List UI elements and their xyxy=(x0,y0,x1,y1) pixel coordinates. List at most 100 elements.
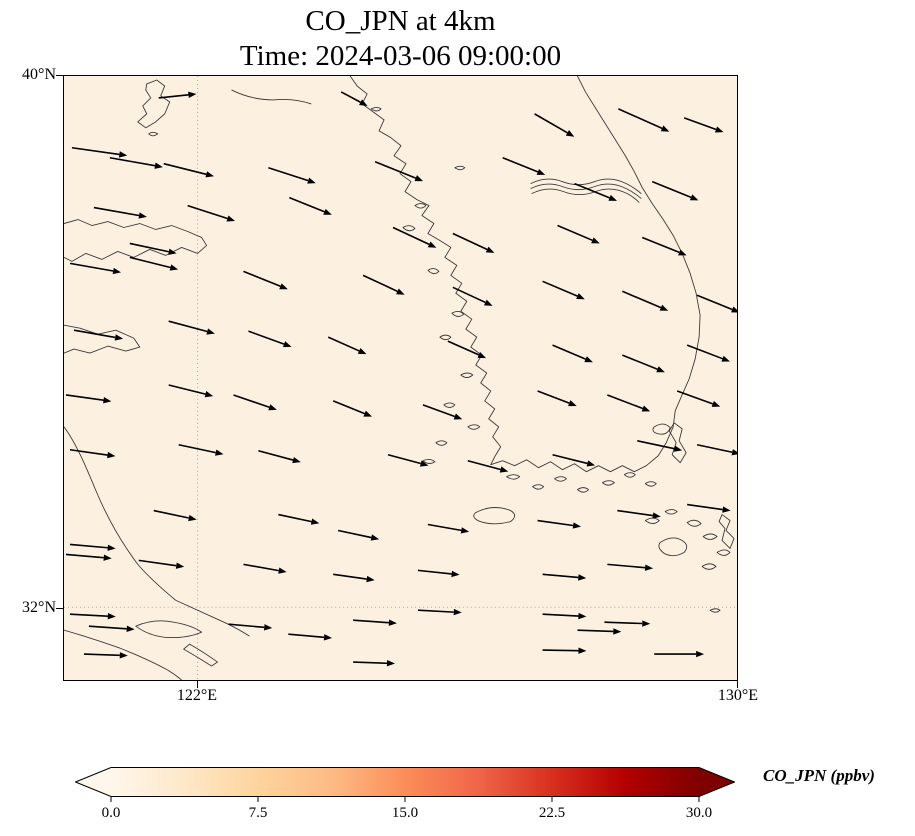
wind-arrow-shaft xyxy=(577,629,614,633)
wind-arrow-shaft xyxy=(340,91,361,103)
x-tick-label-122e: 122°E xyxy=(176,687,218,704)
wind-arrow-head xyxy=(591,237,600,244)
coastline-path xyxy=(554,476,567,482)
gridlines xyxy=(64,76,737,680)
wind-arrow-shaft xyxy=(333,573,367,580)
wind-arrow-head xyxy=(578,612,587,620)
wind-arrow-shaft xyxy=(69,613,108,617)
wind-arrow-head xyxy=(154,162,163,169)
wind-arrow-head xyxy=(169,264,179,271)
wind-arrow-head xyxy=(568,400,577,407)
coastline-path xyxy=(668,422,687,464)
wind-arrow-shaft xyxy=(537,390,570,404)
wind-arrow-head xyxy=(453,413,463,420)
wind-arrow-head xyxy=(103,554,112,561)
wind-arrow-shaft xyxy=(607,563,646,569)
wind-arrow-head xyxy=(310,518,320,525)
wind-arrow-shaft xyxy=(71,146,120,156)
coastline-path xyxy=(231,89,312,105)
wind-arrow-head xyxy=(118,151,128,158)
y-tick-mark-40n xyxy=(56,75,63,76)
wind-arrow-shaft xyxy=(288,633,325,639)
colorbar-tick-label: 15.0 xyxy=(392,805,418,821)
wind-arrow-head xyxy=(279,283,288,290)
y-tick-label-32n: 32°N xyxy=(22,599,56,616)
wind-arrow-head xyxy=(292,456,301,464)
coastline-path xyxy=(531,188,640,203)
y-tick-mark-32n xyxy=(56,608,63,609)
wind-arrow-head xyxy=(370,534,380,541)
coastline-path xyxy=(702,533,718,540)
wind-arrow-shaft xyxy=(129,256,171,269)
wind-arrow-shaft xyxy=(158,94,189,99)
wind-arrow-head xyxy=(484,299,493,306)
wind-arrow-head xyxy=(414,175,424,182)
wind-arrow-head xyxy=(175,562,185,569)
wind-arrow-shaft xyxy=(502,156,539,173)
wind-arrow-shaft xyxy=(338,529,372,539)
wind-arrow-shaft xyxy=(258,449,294,461)
wind-arrow-shaft xyxy=(69,448,108,456)
wind-arrow-head xyxy=(613,628,622,635)
wind-arrow-head xyxy=(660,125,670,132)
wind-arrow-head xyxy=(107,451,116,459)
wind-arrow-shaft xyxy=(622,290,662,309)
wind-arrow-shaft xyxy=(651,180,692,199)
wind-arrow-shaft xyxy=(268,166,309,182)
coastline-path xyxy=(718,514,735,549)
wind-arrow-shaft xyxy=(109,156,156,167)
coastline-path xyxy=(530,183,642,199)
wind-arrow-shaft xyxy=(617,509,654,517)
coastline-path xyxy=(439,334,452,341)
wind-arrow-head xyxy=(103,397,112,404)
coastline-path xyxy=(443,402,456,408)
chart-title-block: CO_JPN at 4km Time: 2024-03-06 09:00:00 xyxy=(63,4,738,74)
wind-arrow-head xyxy=(357,348,367,355)
wind-arrow-shaft xyxy=(542,280,578,297)
wind-arrow-head xyxy=(114,334,124,341)
coastline-path xyxy=(64,629,182,680)
colorbar-svg: 0.0 7.5 15.0 22.5 30.0 xyxy=(74,767,736,821)
wind-arrow-shaft xyxy=(327,336,360,352)
wind-arrow-head xyxy=(396,288,405,295)
wind-arrow-head xyxy=(689,194,699,201)
wind-arrow-shaft xyxy=(168,320,208,333)
coastline-path xyxy=(183,643,218,667)
coastline-path xyxy=(402,225,416,232)
wind-arrow-shaft xyxy=(278,513,312,523)
colorbar-label: CO_JPN (ppbv) xyxy=(763,766,875,785)
colorbar-tick-label: 0.0 xyxy=(102,805,121,821)
wind-arrow-head xyxy=(578,647,587,654)
wind-arrow-shaft xyxy=(417,569,452,575)
coastline-path xyxy=(506,474,521,480)
wind-arrow-head xyxy=(451,570,460,578)
coastline-path xyxy=(644,517,660,524)
coastline-path xyxy=(652,423,671,435)
coastline-path xyxy=(349,76,701,473)
wind-arrow-shaft xyxy=(683,117,717,131)
coastline-path xyxy=(701,563,717,570)
wind-arrow-shaft xyxy=(353,619,390,624)
coastline-path xyxy=(460,372,474,378)
wind-arrow-shaft xyxy=(168,384,206,395)
wind-arrow-shaft xyxy=(83,653,120,657)
wind-arrow-head xyxy=(572,522,582,529)
wind-arrow-shaft xyxy=(228,623,265,629)
colorbar-tick-label: 22.5 xyxy=(539,805,565,821)
wind-arrow-head xyxy=(608,194,618,201)
coastline-path xyxy=(175,599,250,637)
wind-arrow-head xyxy=(722,506,731,513)
wind-arrow-head xyxy=(576,293,585,300)
wind-arrow-shaft xyxy=(552,344,586,360)
wind-arrow-head xyxy=(323,634,333,641)
coastline-path xyxy=(64,324,141,354)
coastline-path xyxy=(644,481,657,487)
wind-arrow-shaft xyxy=(73,329,116,339)
wind-arrow-head xyxy=(656,366,665,373)
wind-arrow-shaft xyxy=(417,609,454,613)
chart-time-subtitle: Time: 2024-03-06 09:00:00 xyxy=(239,40,562,72)
wind-arrow-head xyxy=(168,248,177,255)
wind-arrow-head xyxy=(711,400,721,407)
wind-arrow-shaft xyxy=(138,559,177,567)
